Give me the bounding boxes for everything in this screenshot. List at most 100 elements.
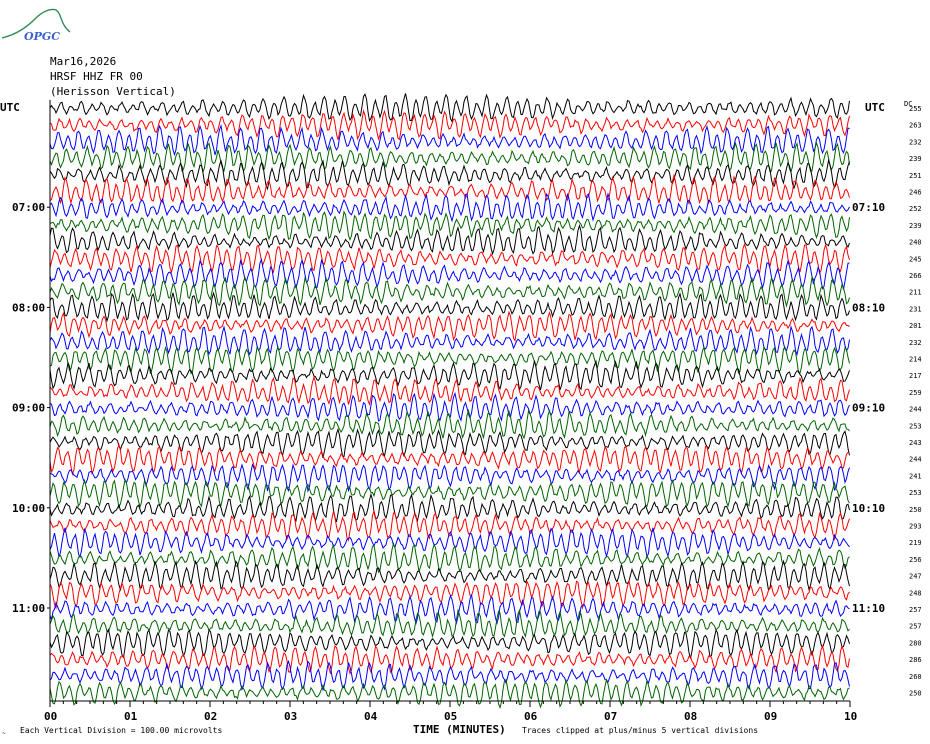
dc-value: 243	[909, 439, 922, 447]
dc-value: 293	[909, 523, 922, 531]
dc-value: 257	[909, 606, 922, 614]
trace-line-6	[49, 173, 850, 205]
dc-value: 214	[909, 356, 922, 364]
left-axis-label: UTC	[0, 101, 20, 114]
trace-line-3	[49, 123, 850, 157]
trace-line-22	[49, 443, 850, 477]
x-axis-title: TIME (MINUTES)	[413, 723, 506, 736]
trace-line-30	[49, 579, 850, 610]
trace-line-32	[49, 608, 850, 639]
dc-value: 217	[909, 372, 922, 380]
trace-line-5	[49, 158, 850, 191]
dc-value: 263	[909, 122, 922, 130]
dc-value: 248	[909, 589, 922, 597]
left-hour-labels: 07:00 08:00 09:00 10:00 11:00	[12, 201, 50, 615]
trace-line-10	[49, 242, 850, 275]
dc-value: 245	[909, 255, 922, 263]
dc-value: 256	[909, 556, 922, 564]
dc-value: 239	[909, 222, 922, 230]
dc-value: 211	[909, 289, 922, 297]
dc-value: 244	[909, 456, 922, 464]
right-hour-label: 10:10	[852, 502, 885, 515]
left-hour-label: 08:00	[12, 301, 45, 314]
left-hour-label: 10:00	[12, 502, 45, 515]
dc-value: 240	[909, 239, 922, 247]
location-label: (Herisson Vertical)	[50, 85, 176, 98]
trace-line-24	[49, 477, 850, 509]
dc-value: 219	[909, 539, 922, 547]
x-tick-label: 09	[764, 710, 777, 723]
dc-value: 244	[909, 406, 922, 414]
station-label: HRSF HHZ FR 00	[50, 70, 143, 83]
trace-line-35	[49, 659, 850, 692]
trace-line-36	[49, 677, 850, 710]
x-tick-label: 08	[684, 710, 697, 723]
trace-line-13	[49, 291, 850, 323]
dc-value: 247	[909, 573, 922, 581]
x-tick-label: 10	[844, 710, 857, 723]
scale-note: Each Vertical Division = 100.00 microvol…	[20, 726, 222, 735]
opgc-logo: OPGC	[0, 4, 78, 44]
trace-line-1	[49, 93, 850, 123]
x-tick-label: 05	[444, 710, 457, 723]
dc-value: 232	[909, 138, 922, 146]
dc-value: 250	[909, 690, 922, 698]
left-hour-label: 09:00	[12, 402, 45, 415]
dc-value: 201	[909, 322, 922, 330]
right-axis-label: UTC	[865, 101, 885, 114]
footer-mark: ~	[2, 730, 6, 737]
trace-line-18	[49, 375, 850, 407]
trace-line-23	[49, 463, 850, 493]
x-tick-label: 03	[284, 710, 297, 723]
right-hour-label: 07:10	[852, 201, 885, 214]
trace-line-7	[49, 192, 850, 223]
left-hour-label: 11:00	[12, 602, 45, 615]
x-axis-ticks	[49, 701, 851, 707]
trace-line-4	[49, 141, 850, 174]
right-hour-label: 11:10	[852, 602, 885, 615]
trace-line-16	[49, 345, 850, 376]
dc-value: 251	[909, 172, 922, 180]
right-hour-label: 09:10	[852, 402, 885, 415]
left-hour-label: 07:00	[12, 201, 45, 214]
trace-line-15	[49, 325, 850, 357]
dc-value: 246	[909, 189, 922, 197]
trace-line-21	[49, 427, 850, 459]
dc-value: 259	[909, 389, 922, 397]
dc-value: 239	[909, 155, 922, 163]
trace-line-28	[49, 541, 850, 574]
dc-value: 241	[909, 472, 922, 480]
right-hour-label: 08:10	[852, 301, 885, 314]
seismic-traces	[49, 93, 850, 710]
dc-value: 257	[909, 623, 922, 631]
x-tick-label: 01	[124, 710, 138, 723]
trace-line-11	[49, 258, 850, 290]
clip-note: Traces clipped at plus/minus 5 vertical …	[522, 726, 758, 735]
dc-value: 253	[909, 422, 922, 430]
x-tick-label: 00	[44, 710, 57, 723]
trace-line-29	[49, 559, 850, 592]
x-tick-label: 02	[204, 710, 217, 723]
dc-value: 260	[909, 673, 922, 681]
right-hour-labels: 07:10 08:10 09:10 10:10 11:10	[852, 201, 885, 615]
logo-text: OPGC	[24, 30, 60, 43]
trace-line-34	[49, 644, 850, 676]
trace-line-17	[49, 359, 850, 392]
x-tick-label: 04	[364, 710, 378, 723]
x-tick-label: 07	[604, 710, 617, 723]
dc-value: 255	[909, 105, 922, 113]
trace-line-2	[49, 109, 850, 141]
trace-line-20	[49, 408, 850, 440]
trace-line-33	[49, 628, 850, 659]
dc-value: 286	[909, 656, 922, 664]
x-tick-label: 06	[524, 710, 538, 723]
trace-line-8	[49, 210, 850, 242]
trace-line-31	[49, 594, 850, 626]
dc-value: 253	[909, 489, 922, 497]
logo-swoosh	[1, 8, 71, 39]
dc-value: 232	[909, 339, 922, 347]
date-label: Mar16,2026	[50, 55, 117, 68]
trace-line-14	[49, 310, 850, 343]
dc-values: 255 263 232 239 251 246 252 239 240 245 266 211 231 2…	[909, 105, 922, 698]
